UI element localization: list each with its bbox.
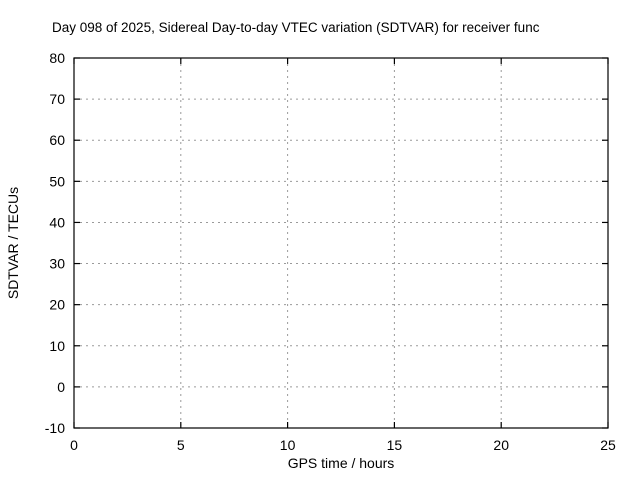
y-axis-tick-labels: -10 0 10 20 30 40 50 60 70 80: [45, 50, 65, 436]
x-tick-label: 15: [387, 437, 403, 453]
x-tick-label: 25: [600, 437, 616, 453]
y-tick-label: 50: [49, 173, 65, 189]
y-tick-label: 30: [49, 256, 65, 272]
chart-title: Day 098 of 2025, Sidereal Day-to-day VTE…: [52, 20, 540, 35]
y-tick-label: 60: [49, 132, 65, 148]
y-tick-label: 70: [49, 91, 65, 107]
y-tick-label: -10: [45, 420, 65, 436]
y-tick-label: 40: [49, 214, 65, 230]
y-tick-label: 0: [57, 379, 65, 395]
x-tick-label: 10: [280, 437, 296, 453]
y-tick-label: 20: [49, 297, 65, 313]
x-axis-tick-labels: 0 5 10 15 20 25: [70, 437, 616, 453]
x-tick-label: 5: [177, 437, 185, 453]
x-tick-label: 20: [493, 437, 509, 453]
grid-lines: [74, 58, 608, 428]
plot-frame: [73, 57, 609, 429]
x-tick-label: 0: [70, 437, 78, 453]
x-axis-label: GPS time / hours: [288, 455, 395, 471]
y-tick-label: 80: [49, 50, 65, 66]
y-axis-label: SDTVAR / TECUs: [5, 187, 21, 299]
y-tick-label: 10: [49, 338, 65, 354]
